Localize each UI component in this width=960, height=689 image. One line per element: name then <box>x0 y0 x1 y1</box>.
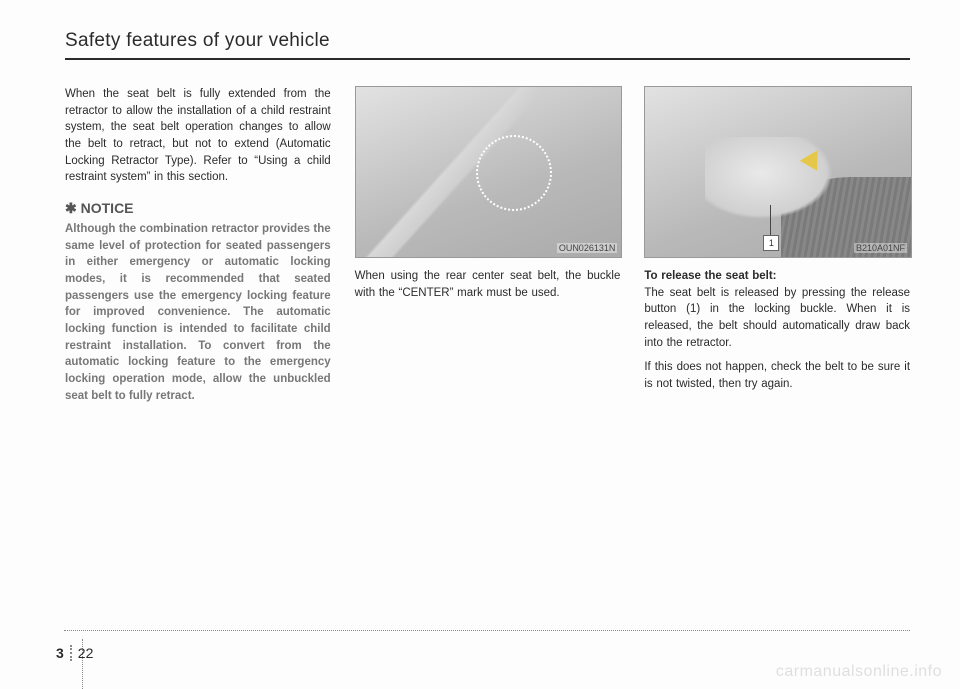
column-2: OUN026131N When using the rear center se… <box>355 86 621 404</box>
col1-paragraph-1: When the seat belt is fully extended fro… <box>65 86 331 186</box>
hands-icon <box>705 137 845 227</box>
figure-label: OUN026131N <box>557 243 618 253</box>
notice-heading: ✱ NOTICE <box>65 200 331 217</box>
manual-page: Safety features of your vehicle When the… <box>0 0 960 689</box>
callout-leader-line <box>770 205 771 237</box>
col3-para1: The seat belt is released by pressing th… <box>644 287 910 349</box>
notice-symbol: ✱ <box>65 200 77 216</box>
header-rule <box>65 58 910 60</box>
notice-label: NOTICE <box>81 200 134 216</box>
buckle-highlight-circle-icon <box>476 135 552 211</box>
watermark: carmanualsonline.info <box>776 663 942 681</box>
chapter-number: 3 <box>56 645 72 661</box>
col3-para2: If this does not happen, check the belt … <box>644 359 910 392</box>
notice-body: Although the combination retractor provi… <box>65 221 331 404</box>
callout-number-1: 1 <box>763 235 779 251</box>
page-footer: 3 22 <box>56 645 93 661</box>
figure-center-buckle: OUN026131N <box>355 86 623 258</box>
col3-body: To release the seat belt: The seat belt … <box>644 268 910 351</box>
column-3: 1 B210A01NF To release the seat belt: Th… <box>644 86 910 404</box>
col2-caption: When using the rear center seat belt, th… <box>355 268 621 301</box>
footer-dotted-rule <box>64 630 910 631</box>
page-number: 22 <box>78 645 94 661</box>
col3-lead: To release the seat belt: <box>644 270 776 282</box>
column-1: When the seat belt is fully extended fro… <box>65 86 331 404</box>
content-columns: When the seat belt is fully extended fro… <box>65 86 910 404</box>
section-title: Safety features of your vehicle <box>65 30 910 56</box>
figure-release-belt: 1 B210A01NF <box>644 86 912 258</box>
figure-label-2: B210A01NF <box>854 243 907 253</box>
